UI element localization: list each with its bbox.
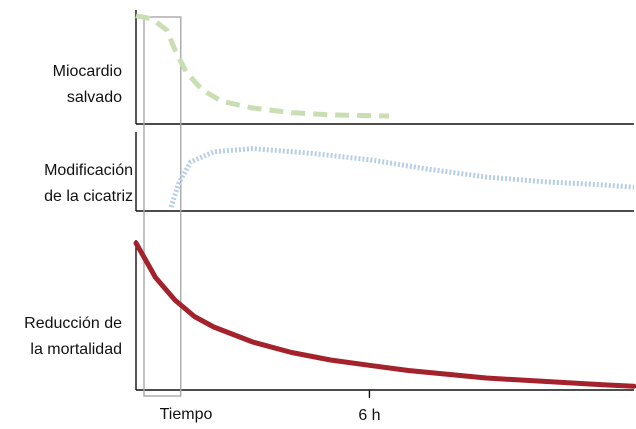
- axes: [135, 10, 634, 398]
- series-line-mortality-reduction: [133, 240, 636, 389]
- series-line-salvaged-myocardium: [135, 13, 389, 119]
- ylabel-mortality-reduction: Reducción de la mortalidad: [24, 315, 122, 358]
- ylabel-salvaged-myocardium: Miocardio salvado: [53, 63, 122, 106]
- series-layer: [133, 13, 636, 389]
- x-axis-label: Tiempo: [160, 406, 213, 423]
- ylabel-scar-modification: Modificación de la cicatriz: [44, 162, 133, 205]
- early-time-window-box: [143, 16, 182, 397]
- x-tick-label: 6 h: [358, 407, 380, 424]
- series-line-scar-modification: [168, 146, 635, 208]
- labels: Miocardio salvado Modificación de la cicatr…: [24, 63, 380, 424]
